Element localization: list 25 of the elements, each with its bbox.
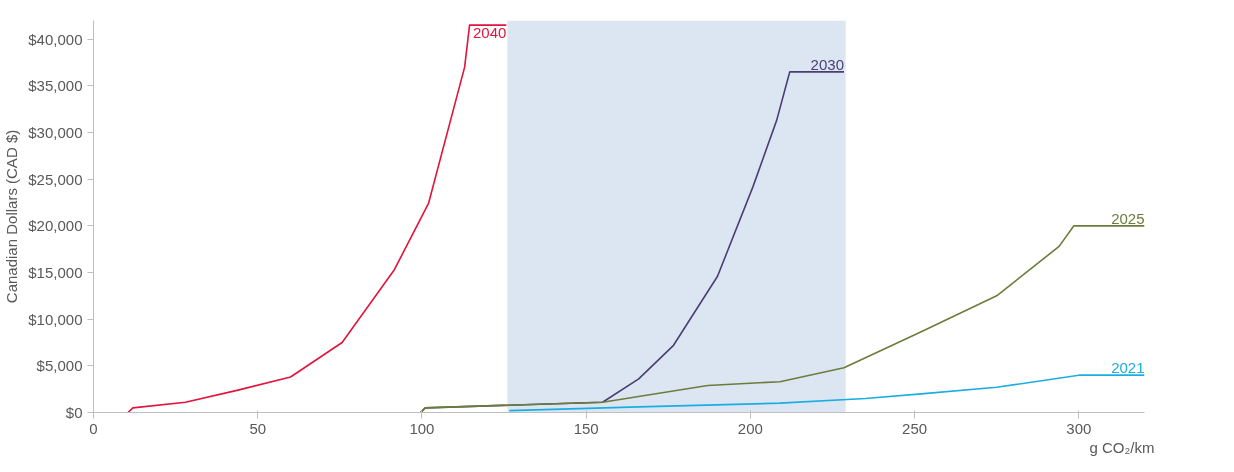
series-label: 2021 [1111,359,1145,377]
y-tick-label: $40,000 [28,30,83,48]
series-label: 2025 [1111,209,1145,227]
x-tick-label: 200 [737,419,763,437]
y-tick-label: $15,000 [28,264,83,281]
series-label: 2030 [810,55,844,73]
line-series [419,225,1145,413]
x-axis-title: g CO₂/km [1089,438,1155,456]
y-tick-label: $30,000 [28,124,83,141]
y-tick-label: $0 [65,404,83,421]
y-tick-label: $5,000 [36,357,83,375]
x-tick-label: 300 [1066,419,1092,437]
x-tick-label: 250 [902,419,928,437]
line-series [508,374,1145,412]
line-series [127,24,508,413]
x-tick-label: 150 [573,419,599,437]
x-tick-label: 100 [409,419,435,437]
series-label: 2040 [472,24,507,42]
y-axis-title: Canadian Dollars (CAD $) [3,129,21,304]
y-tick-label: $25,000 [28,170,83,188]
x-tick-label: 0 [89,419,98,437]
x-tick-label: 50 [249,419,267,437]
y-tick-label: $20,000 [28,217,83,235]
y-tick-label: $35,000 [28,77,83,95]
y-tick-label: $10,000 [28,310,83,328]
